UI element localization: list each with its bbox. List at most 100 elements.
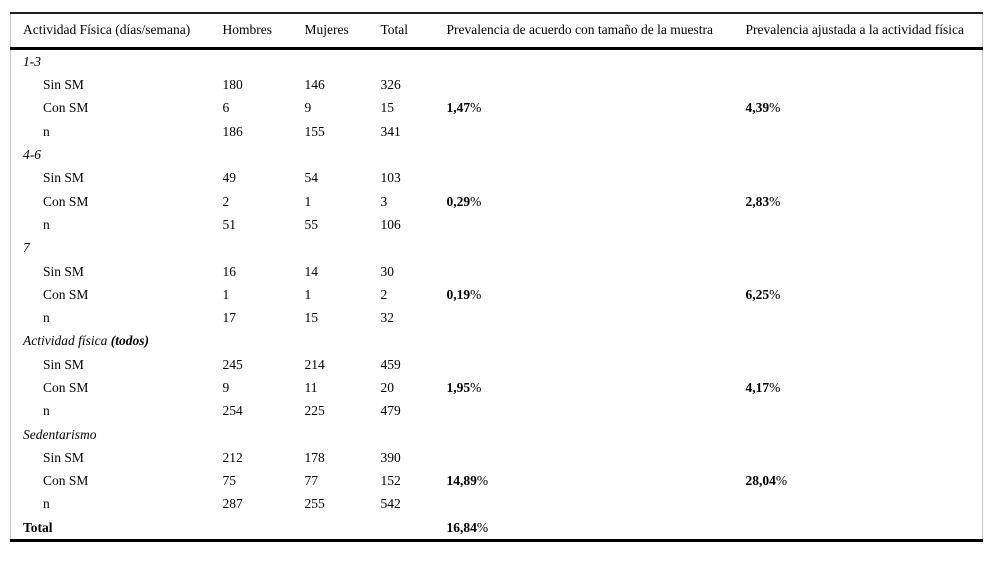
table-row: Sin SM 180 146 326 bbox=[11, 73, 983, 96]
cell-prevalencia-ajustada bbox=[734, 399, 983, 422]
cell-hombres: 1 bbox=[222, 286, 230, 302]
cell-mujeres: 14 bbox=[304, 263, 319, 279]
cell-total: 326 bbox=[380, 77, 401, 93]
cell-hombres bbox=[211, 329, 293, 352]
prevalence-value: 6,25 bbox=[745, 286, 770, 302]
cell-total: 15 bbox=[380, 100, 395, 116]
row-label: 1-3 bbox=[23, 54, 41, 69]
cell-hombres bbox=[211, 143, 293, 166]
cell-prevalencia-ajustada bbox=[734, 73, 983, 96]
cell-hombres: 17 bbox=[222, 310, 237, 326]
group-row: Actividad física (todos) bbox=[11, 329, 983, 352]
table-row: n 287 255 542 bbox=[11, 492, 983, 515]
row-label: n bbox=[43, 216, 50, 232]
table-row: Con SM 1 1 2 0,19% 6,25% bbox=[11, 283, 983, 306]
col-header-prevalencia-ajustada: Prevalencia ajustada a la actividad físi… bbox=[733, 13, 983, 50]
table-row: n 186 155 341 bbox=[11, 120, 983, 143]
cell-total: 479 bbox=[380, 403, 401, 419]
cell-mujeres: 255 bbox=[304, 496, 325, 512]
cell-total: 32 bbox=[380, 310, 395, 326]
cell-prevalencia-muestra bbox=[435, 446, 734, 469]
cell-hombres: 212 bbox=[222, 449, 243, 465]
percent-sign: % bbox=[769, 100, 781, 116]
cell-prevalencia-ajustada: 2,83% bbox=[734, 189, 983, 212]
header-row: Actividad Física (días/semana) Hombres M… bbox=[10, 13, 983, 50]
prevalence-value: 28,04 bbox=[745, 473, 776, 489]
cell-mujeres: 9 bbox=[304, 100, 312, 116]
cell-prevalencia-muestra: 0,19% bbox=[435, 283, 734, 306]
row-label: Sin SM bbox=[43, 449, 84, 465]
row-label: Sin SM bbox=[43, 356, 84, 372]
cell-total: 390 bbox=[380, 449, 401, 465]
cell-prevalencia-muestra bbox=[435, 259, 734, 282]
prevalence-table: Actividad Física (días/semana) Hombres M… bbox=[10, 12, 983, 542]
group-row: 7 bbox=[11, 236, 983, 259]
table-row: Sin SM 245 214 459 bbox=[11, 353, 983, 376]
cell-prevalencia-muestra bbox=[435, 492, 734, 515]
percent-sign: % bbox=[769, 380, 781, 395]
cell-hombres: 9 bbox=[222, 380, 230, 395]
table-row: n 254 225 479 bbox=[11, 399, 983, 422]
table-row: Sin SM 212 178 390 bbox=[11, 446, 983, 469]
cell-prevalencia-muestra bbox=[435, 329, 734, 352]
cell-prevalencia-ajustada bbox=[734, 143, 983, 166]
cell-total bbox=[369, 143, 435, 166]
cell-mujeres: 155 bbox=[304, 123, 325, 139]
percent-sign: % bbox=[476, 473, 489, 489]
row-label-text: Actividad física bbox=[23, 333, 111, 349]
col-header-total: Total bbox=[368, 13, 435, 50]
row-label: n bbox=[43, 496, 50, 512]
cell-mujeres: 55 bbox=[304, 216, 319, 232]
prevalence-value: 14,89 bbox=[446, 473, 477, 489]
table-row: n 17 15 32 bbox=[11, 306, 983, 329]
cell-hombres: 180 bbox=[222, 77, 243, 93]
group-row: 4-6 bbox=[11, 143, 983, 166]
cell-total: 341 bbox=[380, 123, 401, 139]
table-body: 1-3 Sin SM 180 146 326 Con SM 6 9 15 1,47% 4,39% n 1… bbox=[11, 49, 983, 541]
prevalence-value: 4,39 bbox=[745, 100, 770, 116]
cell-mujeres: 1 bbox=[304, 193, 312, 209]
cell-prevalencia-ajustada bbox=[734, 446, 983, 469]
cell-prevalencia-ajustada bbox=[734, 353, 983, 376]
cell-prevalencia-ajustada bbox=[734, 492, 983, 515]
percent-sign: % bbox=[470, 100, 482, 116]
percent-sign: % bbox=[470, 193, 482, 209]
cell-mujeres: 15 bbox=[304, 310, 319, 326]
cell-prevalencia-muestra bbox=[435, 73, 734, 96]
cell-total bbox=[369, 516, 435, 541]
cell-hombres bbox=[211, 422, 293, 445]
table-row: Con SM 6 9 15 1,47% 4,39% bbox=[11, 96, 983, 119]
cell-prevalencia-ajustada bbox=[734, 306, 983, 329]
row-label: 4-6 bbox=[23, 147, 41, 163]
cell-prevalencia-ajustada: 4,39% bbox=[734, 96, 983, 119]
cell-hombres: 49 bbox=[222, 170, 237, 186]
cell-mujeres bbox=[293, 422, 369, 445]
cell-prevalencia-muestra bbox=[435, 422, 734, 445]
cell-prevalencia-muestra: 16,84% bbox=[435, 516, 734, 541]
cell-prevalencia-muestra bbox=[435, 120, 734, 143]
cell-total: 20 bbox=[380, 380, 395, 395]
cell-total bbox=[369, 236, 435, 259]
cell-hombres: 16 bbox=[222, 263, 237, 279]
table-row: n 51 55 106 bbox=[11, 213, 983, 236]
cell-hombres: 287 bbox=[222, 496, 243, 512]
cell-prevalencia-ajustada bbox=[734, 422, 983, 445]
row-label: Actividad física (todos) bbox=[11, 329, 211, 352]
cell-prevalencia-muestra: 1,95% bbox=[435, 376, 734, 399]
cell-mujeres bbox=[293, 49, 369, 74]
cell-total: 3 bbox=[380, 193, 388, 209]
row-label: Sin SM bbox=[43, 170, 84, 186]
cell-prevalencia-ajustada bbox=[734, 49, 983, 74]
cell-hombres: 2 bbox=[222, 193, 230, 209]
cell-hombres bbox=[211, 236, 293, 259]
cell-mujeres: 11 bbox=[304, 380, 318, 395]
table-row: Sin SM 16 14 30 bbox=[11, 259, 983, 282]
total-row: Total 16,84% bbox=[11, 516, 983, 541]
row-label: Sin SM bbox=[43, 77, 84, 93]
cell-hombres: 186 bbox=[222, 123, 243, 139]
percent-sign: % bbox=[775, 473, 788, 489]
cell-prevalencia-muestra bbox=[435, 213, 734, 236]
row-label: Con SM bbox=[43, 286, 89, 302]
cell-prevalencia-ajustada bbox=[734, 166, 983, 189]
cell-prevalencia-ajustada: 28,04% bbox=[734, 469, 983, 492]
